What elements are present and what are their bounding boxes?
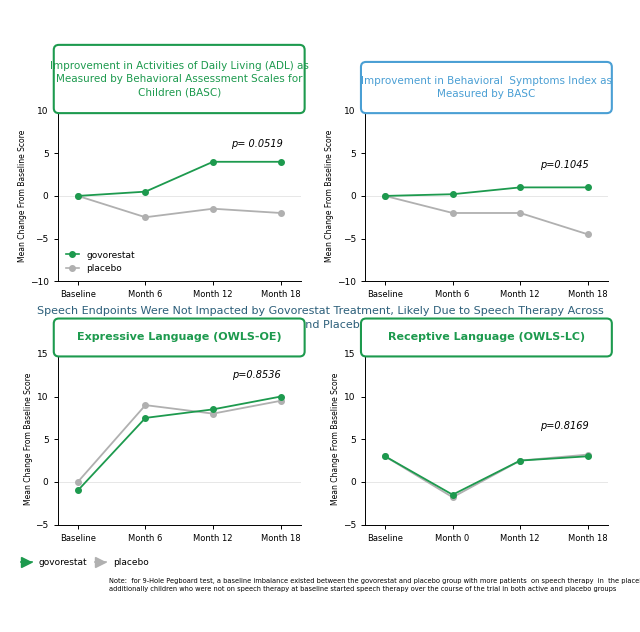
- Text: Speech Endpoints Were Not Impacted by Govorestat Treatment, Likely Due to Speech: Speech Endpoints Were Not Impacted by Go…: [36, 306, 604, 330]
- Text: Improvement in Behavioral  Symptoms Index as
Measured by BASC: Improvement in Behavioral Symptoms Index…: [361, 76, 612, 99]
- Text: p=0.8169: p=0.8169: [540, 421, 588, 431]
- Y-axis label: Mean Change From Baseline Score: Mean Change From Baseline Score: [18, 130, 27, 262]
- Text: Improvement in Activities of Daily Living (ADL) as
Measured by Behavioral Assess: Improvement in Activities of Daily Livin…: [50, 61, 308, 97]
- Text: Note:  for 9-Hole Pegboard test, a baseline imbalance existed between the govore: Note: for 9-Hole Pegboard test, a baseli…: [109, 578, 640, 592]
- Text: Receptive Language (OWLS-LC): Receptive Language (OWLS-LC): [388, 332, 585, 343]
- Legend: govorestat, placebo: govorestat, placebo: [62, 247, 139, 277]
- Legend: govorestat, placebo: govorestat, placebo: [17, 554, 152, 571]
- Text: p= 0.0519: p= 0.0519: [231, 139, 283, 149]
- Y-axis label: Mean Change From Baseline Score: Mean Change From Baseline Score: [24, 373, 33, 506]
- Text: Expressive Language (OWLS-OE): Expressive Language (OWLS-OE): [77, 332, 282, 343]
- Y-axis label: Mean Change From Baseline Score: Mean Change From Baseline Score: [331, 373, 340, 506]
- Y-axis label: Mean Change From Baseline Score: Mean Change From Baseline Score: [325, 130, 334, 262]
- Text: p=0.8536: p=0.8536: [232, 370, 281, 379]
- Text: p=0.1045: p=0.1045: [540, 161, 588, 170]
